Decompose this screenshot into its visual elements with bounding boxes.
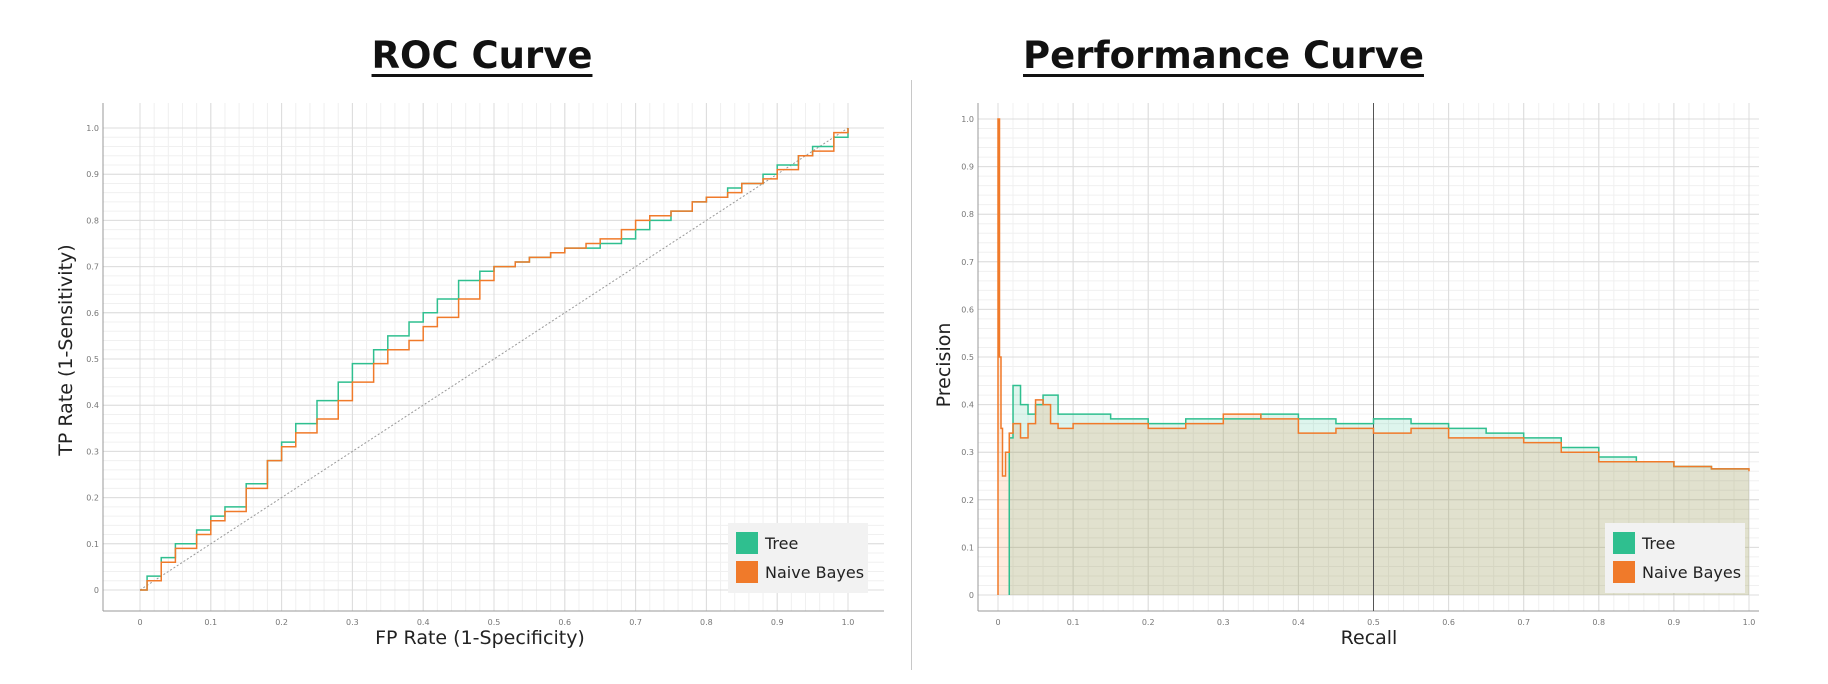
roc-x-tick-label: 0 bbox=[137, 618, 142, 627]
roc-y-tick-label: 0 bbox=[94, 586, 99, 595]
roc-legend-swatch bbox=[736, 561, 758, 583]
perf-x-tick-label: 0.4 bbox=[1292, 618, 1305, 627]
roc-legend-swatch bbox=[736, 532, 758, 554]
perf-y-axis-label: Precision bbox=[933, 323, 955, 408]
perf-legend: Tree Naive Bayes bbox=[1605, 523, 1745, 593]
roc-y-tick-label: 0.8 bbox=[86, 216, 99, 225]
roc-y-tick-label: 0.5 bbox=[86, 355, 99, 364]
roc-x-tick-label: 0.4 bbox=[417, 618, 430, 627]
roc-y-tick-label: 0.6 bbox=[86, 309, 99, 318]
perf-series-naive-bayes bbox=[997, 118, 1750, 595]
roc-legend: Tree Naive Bayes bbox=[728, 523, 868, 593]
perf-y-tick-label: 0 bbox=[969, 591, 974, 600]
roc-x-tick-label: 1.0 bbox=[842, 618, 855, 627]
perf-legend-swatch bbox=[1613, 532, 1635, 554]
perf-y-tick-label: 0.3 bbox=[961, 448, 974, 457]
perf-y-tick-label: 1.0 bbox=[961, 115, 974, 124]
perf-y-tick-label: 0.2 bbox=[961, 496, 974, 505]
perf-legend-swatch bbox=[1613, 561, 1635, 583]
perf-x-tick-label: 0.7 bbox=[1517, 618, 1530, 627]
perf-x-tick-label: 0.2 bbox=[1142, 618, 1155, 627]
perf-x-tick-label: 0.1 bbox=[1067, 618, 1080, 627]
roc-x-tick-label: 0.7 bbox=[629, 618, 642, 627]
perf-legend-label: Naive Bayes bbox=[1642, 563, 1741, 582]
perf-x-tick-label: 1.0 bbox=[1743, 618, 1756, 627]
perf-x-tick-label: 0.9 bbox=[1668, 618, 1681, 627]
perf-plot: 0 0.1 0.2 0.3 0.4 0.5 0.6 0.7 0.8 0.9 1.0 0 0.1 0.2 0.… bbox=[933, 103, 1759, 649]
perf-x-axis-label: Recall bbox=[1341, 627, 1398, 649]
roc-y-tick-label: 0.9 bbox=[86, 170, 99, 179]
roc-series-naive-bayes bbox=[140, 128, 849, 591]
roc-legend-label: Tree bbox=[764, 534, 798, 553]
performance-chart-panel: Performance Curve bbox=[912, 0, 1828, 684]
roc-y-tick-label: 0.7 bbox=[86, 263, 99, 272]
perf-area-naive-bayes bbox=[998, 119, 1749, 595]
roc-x-tick-label: 0.1 bbox=[204, 618, 217, 627]
perf-x-tick-label: 0.5 bbox=[1367, 618, 1380, 627]
perf-area-tree bbox=[1009, 385, 1749, 595]
perf-y-tick-label: 0.4 bbox=[961, 401, 974, 410]
roc-chart-panel: ROC Curve bbox=[0, 0, 912, 684]
roc-y-tick-label: 0.1 bbox=[86, 540, 99, 549]
perf-y-tick-label: 0.6 bbox=[961, 305, 974, 314]
roc-x-tick-label: 0.8 bbox=[700, 618, 713, 627]
perf-y-tick-label: 0.8 bbox=[961, 210, 974, 219]
perf-x-tick-label: 0.6 bbox=[1442, 618, 1455, 627]
perf-y-tick-label: 0.1 bbox=[961, 543, 974, 552]
roc-x-tick-label: 0.5 bbox=[488, 618, 501, 627]
roc-x-tick-label: 0.2 bbox=[275, 618, 288, 627]
perf-y-tick-label: 0.5 bbox=[961, 353, 974, 362]
perf-x-tick-label: 0.8 bbox=[1592, 618, 1605, 627]
perf-x-tick-label: 0 bbox=[995, 618, 1000, 627]
roc-x-tick-label: 0.9 bbox=[771, 618, 784, 627]
perf-y-tick-label: 0.9 bbox=[961, 163, 974, 172]
roc-chart-title: ROC Curve bbox=[371, 34, 593, 77]
roc-y-tick-label: 0.4 bbox=[86, 401, 99, 410]
roc-x-axis-label: FP Rate (1-Specificity) bbox=[375, 627, 585, 649]
roc-plot: 0 0.1 0.2 0.3 0.4 0.5 0.6 0.7 0.8 0.9 1.0 0 0.1 0.2 0.… bbox=[55, 103, 884, 649]
roc-x-tick-label: 0.6 bbox=[558, 618, 571, 627]
roc-diagonal-line bbox=[139, 127, 849, 591]
perf-x-tick-label: 0.3 bbox=[1217, 618, 1230, 627]
roc-y-tick-label: 0.3 bbox=[86, 447, 99, 456]
panel-divider bbox=[911, 80, 912, 670]
perf-legend-label: Tree bbox=[1641, 534, 1675, 553]
roc-y-tick-label: 1.0 bbox=[86, 124, 99, 133]
roc-legend-label: Naive Bayes bbox=[765, 563, 864, 582]
perf-y-tick-label: 0.7 bbox=[961, 258, 974, 267]
roc-y-axis-label: TP Rate (1-Sensitivity) bbox=[55, 244, 77, 456]
performance-chart-title: Performance Curve bbox=[1023, 34, 1424, 77]
roc-y-tick-label: 0.2 bbox=[86, 494, 99, 503]
roc-x-tick-label: 0.3 bbox=[346, 618, 359, 627]
